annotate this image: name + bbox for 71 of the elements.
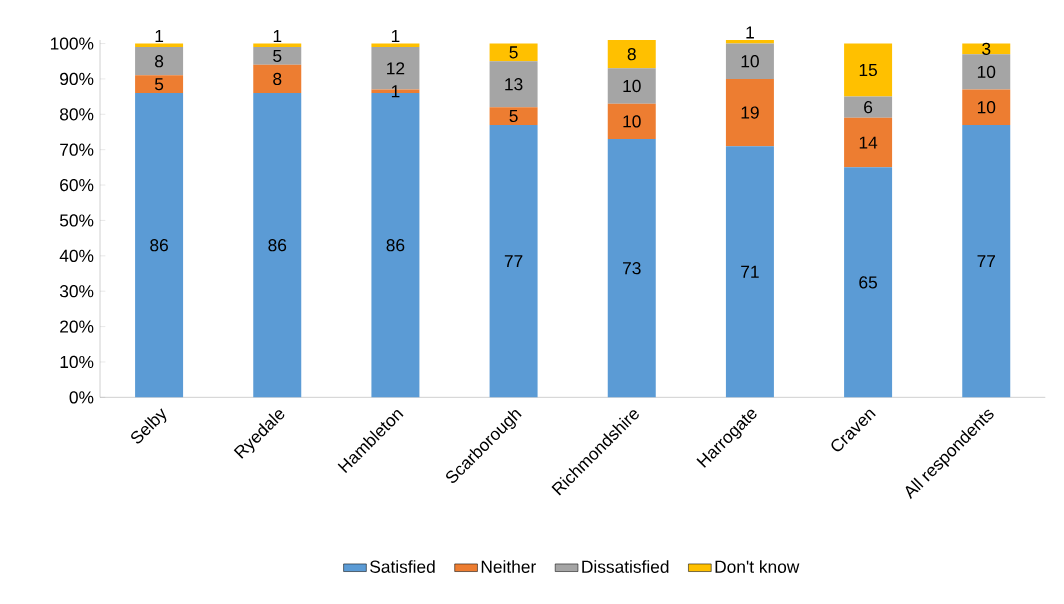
data-label: 19: [741, 106, 759, 119]
data-label: 77: [504, 255, 523, 268]
y-tick-label: 0%: [69, 391, 94, 404]
bar: [725, 146, 774, 398]
data-label: 10: [977, 101, 996, 114]
data-label: 12: [387, 62, 405, 75]
data-label: 73: [623, 262, 641, 275]
legend-label: Neither: [481, 560, 536, 573]
bar: [962, 54, 1011, 90]
bar: [607, 40, 656, 69]
bar: [725, 78, 774, 147]
data-label: 14: [859, 136, 878, 149]
data-label: 8: [155, 55, 164, 68]
bar: [135, 47, 184, 76]
y-tick-label: 60%: [60, 178, 94, 192]
data-label: 10: [623, 79, 641, 93]
bar: [725, 43, 774, 79]
data-label: 8: [273, 72, 282, 86]
data-label: 10: [623, 115, 641, 128]
y-tick-label: 70%: [60, 143, 94, 156]
bar: [253, 64, 302, 94]
data-label: 71: [741, 265, 759, 278]
bar: [489, 61, 538, 108]
bar: [844, 96, 893, 118]
bar: [962, 124, 1011, 398]
data-label: 5: [273, 49, 282, 62]
bar: [607, 103, 656, 140]
y-tick-label: 80%: [60, 108, 94, 121]
bar: [962, 89, 1011, 125]
bar: [489, 43, 538, 62]
data-label: 15: [859, 64, 877, 77]
data-label: 5: [509, 110, 518, 123]
bar: [607, 68, 656, 104]
data-label: 1: [155, 30, 164, 42]
y-tick-label: 40%: [59, 249, 94, 262]
bar: [844, 43, 893, 97]
data-label: 10: [977, 65, 996, 78]
data-label: 3: [982, 42, 991, 55]
legend-label: Satisfied: [370, 560, 435, 573]
data-label: 1: [391, 30, 400, 42]
data-label: 86: [150, 239, 168, 252]
bar: [607, 139, 656, 398]
bar: [844, 167, 893, 398]
bar: [253, 47, 302, 65]
data-label: 10: [741, 55, 759, 68]
data-label: 13: [505, 78, 523, 91]
data-label: 6: [864, 101, 873, 114]
y-tick-label: 10%: [60, 355, 94, 369]
data-label: 8: [627, 48, 636, 61]
bar: [725, 40, 774, 44]
bar: [135, 75, 184, 94]
bar: [253, 93, 302, 398]
data-label: 77: [977, 255, 996, 268]
bar: [489, 107, 538, 125]
y-tick-label: 90%: [60, 72, 94, 86]
legend-label: Don't know: [715, 560, 800, 573]
y-tick-label: 100%: [50, 37, 94, 50]
bar: [135, 93, 184, 398]
data-label: 5: [509, 46, 518, 59]
data-label: 65: [859, 276, 877, 289]
data-label: 86: [268, 239, 287, 252]
y-tick-label: 20%: [60, 320, 94, 333]
data-label: 5: [154, 78, 164, 91]
data-label: 86: [386, 239, 405, 252]
y-tick-label: 30%: [59, 285, 94, 298]
bar: [489, 124, 538, 398]
data-label: 1: [746, 26, 754, 39]
data-label: 1: [273, 30, 282, 42]
bar: [844, 117, 893, 168]
y-tick-label: 50%: [59, 214, 94, 227]
legend-label: Dissatisfied: [582, 560, 669, 573]
